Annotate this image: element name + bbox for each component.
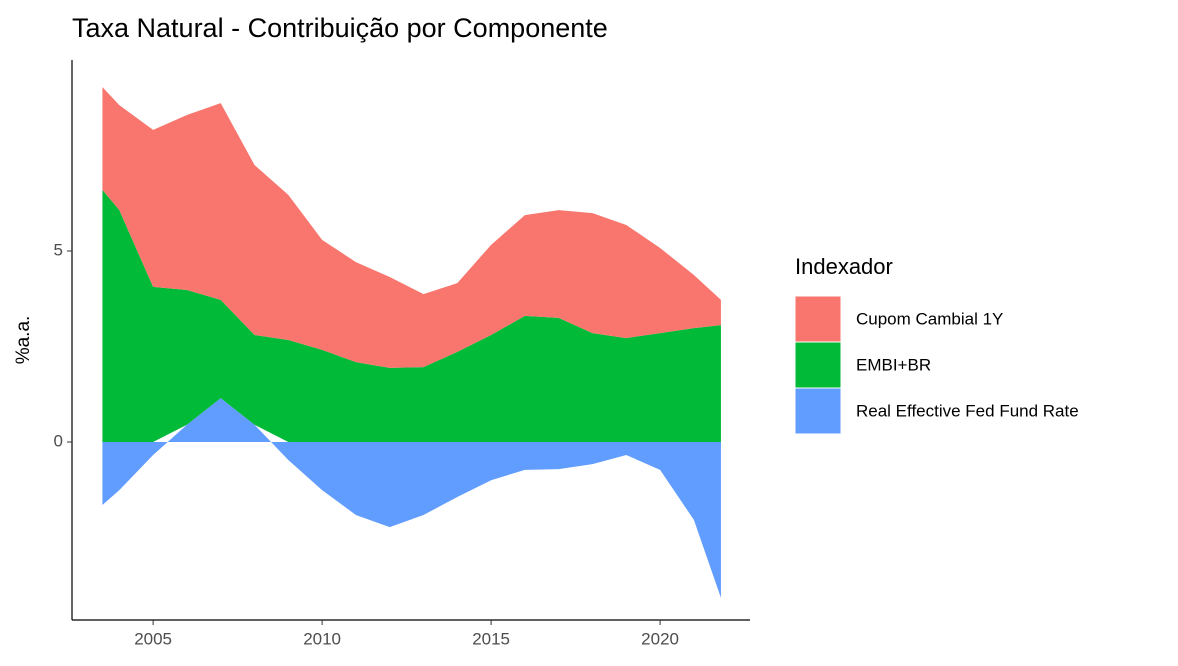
legend-swatch [794,295,842,343]
x-tick-label: 2005 [134,629,172,648]
legend-swatch [794,387,842,435]
x-tick-label: 2010 [303,629,341,648]
legend-label: Cupom Cambial 1Y [856,309,1003,328]
area [102,189,721,442]
x-tick-label: 2015 [472,629,510,648]
legend-swatch [794,341,842,389]
legend-label: Real Effective Fed Fund Rate [856,401,1079,420]
y-tick-label: 5 [54,240,63,259]
y-axis-label: %a.a. [13,316,34,365]
area [102,398,721,598]
area [102,87,721,368]
chart-title: Taxa Natural - Contribuição por Componen… [72,13,608,43]
x-tick-label: 2020 [641,629,679,648]
legend-title: Indexador [795,254,893,279]
legend-label: EMBI+BR [856,355,931,374]
y-tick-label: 0 [54,431,63,450]
